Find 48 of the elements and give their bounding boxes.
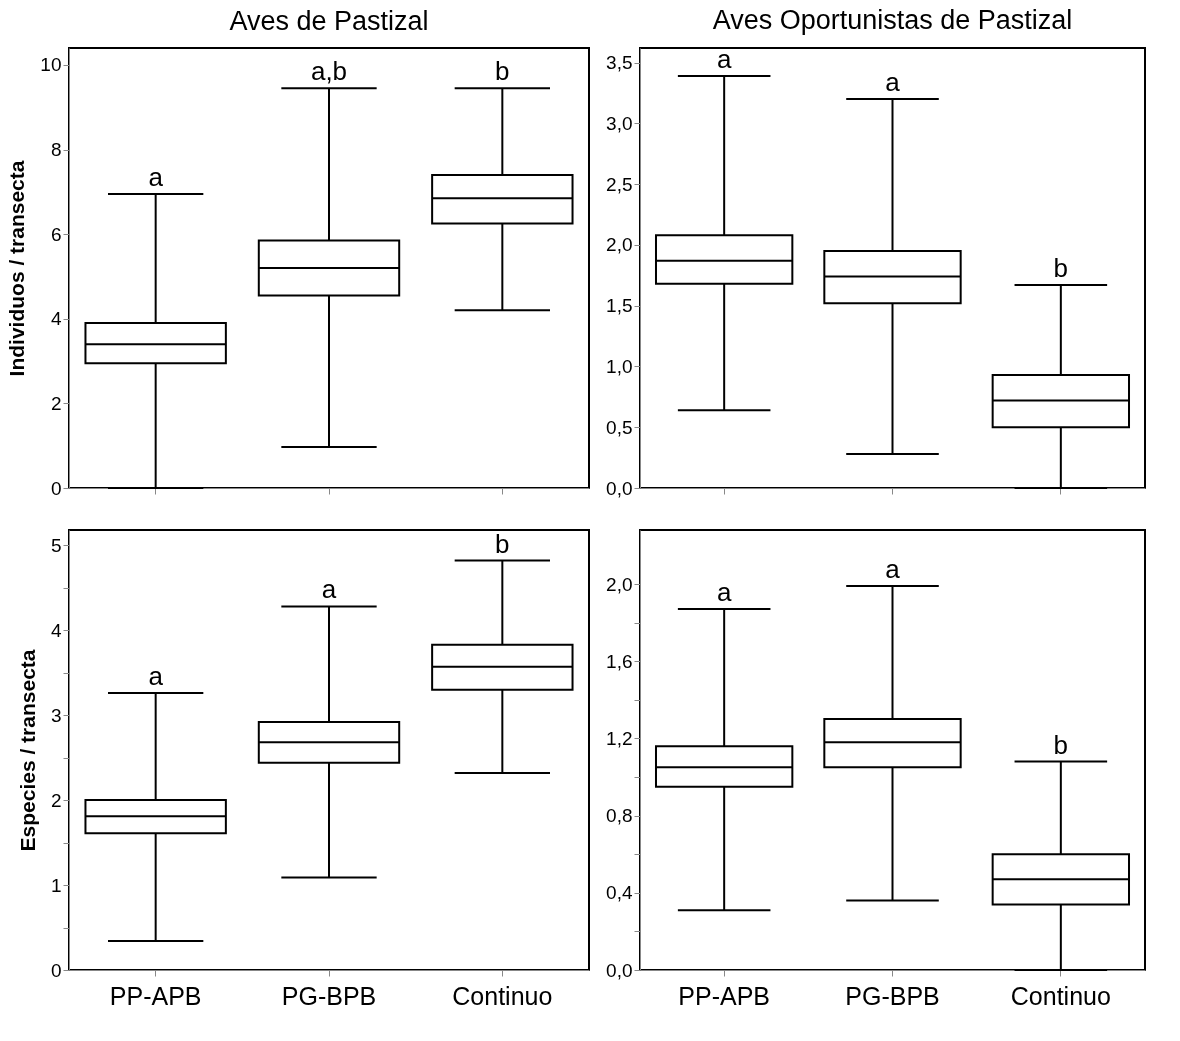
chart-title: Aves Oportunistas de Pastizal xyxy=(712,4,1073,35)
y-tick-label: 2,0 xyxy=(606,573,633,595)
y-axis-title: Individuos / transecta xyxy=(5,160,29,377)
annotation: a xyxy=(148,161,164,192)
y-tick-label: 0,0 xyxy=(606,959,633,981)
annotation: a xyxy=(321,574,337,605)
x-tick-label: Continuo xyxy=(1010,981,1111,1010)
annotation: a xyxy=(885,67,901,98)
x-tick-label: Continuo xyxy=(452,981,553,1010)
y-tick-label: 0,0 xyxy=(606,477,633,499)
y-tick-label: 8 xyxy=(50,139,62,161)
annotation: b xyxy=(495,528,510,559)
y-tick-label: 1 xyxy=(50,874,62,896)
y-tick-label: 2 xyxy=(50,392,62,414)
annotation: a xyxy=(885,553,901,584)
y-tick-label: 5 xyxy=(50,534,62,556)
y-tick-label: 10 xyxy=(40,54,62,76)
y-tick-label: 3 xyxy=(50,704,62,726)
y-tick-label: 3,5 xyxy=(606,52,633,74)
y-tick-label: 0,4 xyxy=(606,882,633,904)
y-axis-title: Especies / transecta xyxy=(15,649,39,852)
x-tick-label: PP-APB xyxy=(678,981,771,1010)
x-tick-label: PG-BPB xyxy=(845,981,940,1010)
chart-title: Aves de Pastizal xyxy=(229,6,429,36)
y-tick-label: 4 xyxy=(50,308,62,330)
x-tick-label: PP-APB xyxy=(109,981,202,1010)
y-tick-label: 1,0 xyxy=(606,355,633,377)
y-tick-label: 3,0 xyxy=(606,112,633,134)
annotation: b xyxy=(495,56,510,87)
x-tick-label: PG-BPB xyxy=(281,981,377,1010)
y-tick-label: 1,2 xyxy=(606,727,633,749)
y-tick-label: 6 xyxy=(50,223,62,245)
annotation: a xyxy=(716,43,732,74)
y-tick-label: 0,8 xyxy=(606,805,633,827)
y-tick-label: 0 xyxy=(50,959,62,981)
y-tick-label: 2,5 xyxy=(606,173,633,195)
annotation: a,b xyxy=(310,56,348,87)
y-tick-label: 1,6 xyxy=(606,650,633,672)
y-tick-label: 1,5 xyxy=(606,295,633,317)
annotation: b xyxy=(1053,253,1069,284)
y-tick-label: 4 xyxy=(50,619,62,641)
annotation: a xyxy=(716,577,732,608)
y-tick-label: 0 xyxy=(50,477,62,499)
y-tick-label: 0,5 xyxy=(606,416,633,438)
y-tick-label: 2,0 xyxy=(606,234,633,256)
y-tick-label: 2 xyxy=(50,789,62,811)
annotation: b xyxy=(1053,729,1069,760)
annotation: a xyxy=(148,661,164,692)
